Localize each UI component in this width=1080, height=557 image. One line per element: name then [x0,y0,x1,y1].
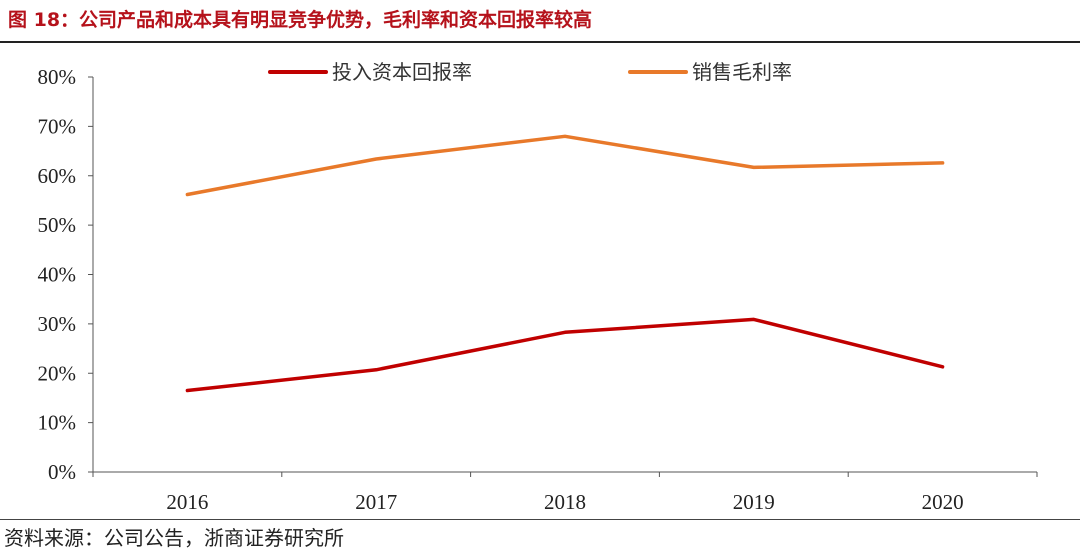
x-tick-label: 2017 [355,490,397,514]
y-tick-labels: 0% 10% 20% 30% 40% 50% 60% 70% 80% [38,65,77,484]
source-divider [0,519,1080,520]
y-tick-label: 60% [38,164,77,188]
legend-label: 投入资本回报率 [332,60,472,84]
y-tick-label: 20% [38,361,77,385]
x-tick-labels: 2016 2017 2018 2019 2020 [166,490,963,514]
chart-legend: 投入资本回报率 销售毛利率 [268,60,792,84]
y-tick-label: 30% [38,312,77,336]
chart-series [185,134,945,393]
source-note: 资料来源：公司公告，浙商证券研究所 [4,526,344,550]
y-tick-label: 80% [38,65,77,89]
x-tick-label: 2018 [544,490,586,514]
y-tick-label: 70% [38,114,77,138]
figure-title: 图 18：公司产品和成本具有明显竞争优势，毛利率和资本回报率较高 [8,9,593,31]
chart-axes [88,76,1038,477]
x-tick-label: 2020 [922,490,964,514]
x-tick-label: 2016 [166,490,208,514]
series-line-1 [185,317,945,393]
y-tick-label: 0% [48,460,76,484]
x-tick-label: 2019 [733,490,775,514]
legend-label: 销售毛利率 [692,60,792,84]
series-line-2 [185,134,945,197]
y-tick-label: 10% [38,411,77,435]
y-tick-label: 50% [38,213,77,237]
title-divider [0,41,1080,43]
y-tick-label: 40% [38,263,77,287]
